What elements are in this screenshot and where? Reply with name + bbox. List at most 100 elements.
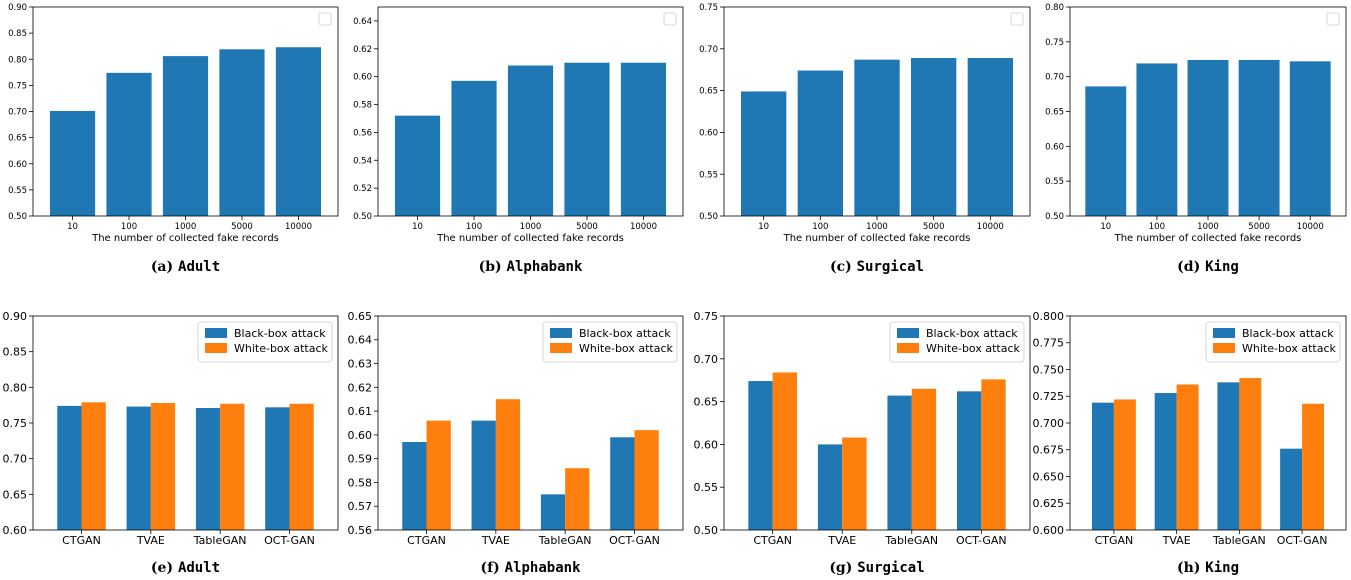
- axes-frame: [32, 6, 339, 217]
- bar: [495, 399, 521, 530]
- bar: [772, 372, 798, 530]
- y-tick-label: 0.60: [8, 160, 27, 170]
- x-tick-label: 100: [812, 222, 828, 232]
- x-tick-label: 5000: [576, 222, 598, 232]
- bar: [57, 405, 82, 530]
- y-tick-label: 0.55: [699, 170, 718, 180]
- y-tick-label: 0.80: [3, 381, 28, 394]
- legend-box: [889, 321, 1025, 363]
- y-tick-label: 0.775: [1033, 337, 1065, 350]
- bar: [220, 403, 245, 530]
- legend-box: [1205, 321, 1341, 363]
- x-tick-label: TableGAN: [193, 534, 247, 547]
- x-tick-label: 1000: [1197, 222, 1219, 232]
- bar: [854, 59, 900, 216]
- chart-panel: 0.56 0.57 0.58 0.59 0.60 0.61 0.62 0.63 0.64 0.65…: [348, 310, 684, 576]
- y-tick-label: 0.70: [694, 353, 719, 366]
- legend-label: White-box attack: [234, 342, 328, 355]
- x-axis-label: The number of collected fake records: [91, 233, 279, 244]
- y-tick-label: 0.50: [8, 212, 27, 222]
- y-tick-label: 0.675: [1033, 444, 1065, 457]
- chart-panel: 0.50 0.55 0.60 0.65 0.70 0.75 CTGAN TVAE TableGA…: [694, 310, 1031, 576]
- bar: [402, 442, 427, 530]
- chart-panel: 0.50 0.55 0.60 0.65 0.70 0.75 0.80 10 100 1000 500…: [1045, 3, 1347, 275]
- bar: [1187, 59, 1229, 216]
- y-tick-label: 0.55: [1045, 177, 1064, 187]
- legend-swatch: [205, 343, 227, 353]
- bar: [1085, 86, 1127, 216]
- bar: [1280, 448, 1303, 530]
- y-tick-label: 0.50: [1045, 212, 1064, 222]
- bar: [887, 395, 912, 530]
- bar: [967, 57, 1013, 216]
- x-tick-label: 10000: [285, 222, 312, 232]
- y-tick-label: 0.64: [348, 334, 373, 347]
- x-tick-label: OCT-GAN: [1277, 534, 1328, 547]
- bar: [126, 406, 151, 530]
- legend-box: [542, 321, 678, 363]
- y-tick-label: 0.800: [1033, 310, 1065, 323]
- y-tick-label: 0.50: [699, 212, 718, 222]
- y-tick-label: 0.75: [1045, 38, 1064, 48]
- y-tick-label: 0.70: [1045, 73, 1064, 83]
- y-tick-label: 0.55: [8, 186, 27, 196]
- bar: [981, 379, 1006, 530]
- chart-panel: 0.50 0.55 0.60 0.65 0.70 0.75 10 100 1000 5000 100…: [699, 3, 1031, 275]
- y-tick-label: 0.60: [348, 429, 373, 442]
- legend-label: White-box attack: [1242, 342, 1336, 355]
- bar: [1176, 384, 1199, 530]
- bar: [741, 91, 787, 216]
- bar: [195, 408, 221, 530]
- bar: [540, 494, 566, 530]
- y-tick-label: 0.60: [699, 128, 718, 138]
- panel-caption: (c) Surgical: [830, 259, 924, 275]
- x-tick-label: 100: [1149, 222, 1165, 232]
- bar: [911, 388, 937, 530]
- bar: [1289, 61, 1331, 217]
- bar: [565, 468, 590, 530]
- bar: [289, 403, 314, 530]
- y-tick-label: 0.70: [8, 108, 27, 118]
- bar: [1302, 403, 1325, 530]
- axes-frame: [723, 315, 1031, 531]
- legend-label: Black-box attack: [579, 327, 671, 340]
- bar: [1091, 402, 1114, 530]
- panel-caption: (e) Adult: [151, 560, 220, 576]
- bar: [842, 437, 867, 530]
- bar: [564, 62, 610, 216]
- bar: [748, 381, 773, 530]
- legend-swatch: [550, 328, 572, 338]
- x-tick-label: 1000: [520, 222, 542, 232]
- y-tick-label: 0.625: [1033, 497, 1065, 510]
- legend-swatch: [897, 328, 919, 338]
- bar: [1238, 59, 1280, 216]
- chart-panel: 0.50 0.55 0.60 0.65 0.70 0.75 0.80 0.85 0.90 10 10…: [8, 3, 339, 275]
- legend-swatch: [550, 343, 572, 353]
- bar: [394, 115, 441, 216]
- x-tick-label: TVAE: [1162, 534, 1191, 547]
- y-tick-label: 0.61: [348, 405, 373, 418]
- legend-box-empty: [1010, 12, 1024, 26]
- y-tick-label: 0.60: [1045, 142, 1064, 152]
- y-tick-label: 0.57: [348, 500, 373, 513]
- bar: [956, 391, 982, 530]
- y-tick-label: 0.62: [348, 381, 373, 394]
- bar: [911, 57, 957, 216]
- x-tick-label: CTGAN: [753, 534, 792, 547]
- y-tick-label: 0.62: [353, 45, 372, 55]
- legend-box: [197, 321, 333, 363]
- x-tick-label: CTGAN: [407, 534, 446, 547]
- x-tick-label: 10: [67, 222, 78, 232]
- x-tick-label: 10000: [1297, 222, 1324, 232]
- y-tick-label: 0.50: [694, 524, 719, 537]
- legend-box-empty: [318, 12, 332, 26]
- legend-box-empty: [1326, 12, 1340, 26]
- y-tick-label: 0.85: [8, 29, 27, 39]
- y-tick-label: 0.60: [353, 73, 372, 83]
- bar: [1239, 378, 1262, 530]
- legend-label: Black-box attack: [234, 327, 326, 340]
- bar: [1154, 393, 1177, 530]
- y-tick-label: 0.700: [1033, 417, 1065, 430]
- x-tick-label: OCT-GAN: [264, 534, 315, 547]
